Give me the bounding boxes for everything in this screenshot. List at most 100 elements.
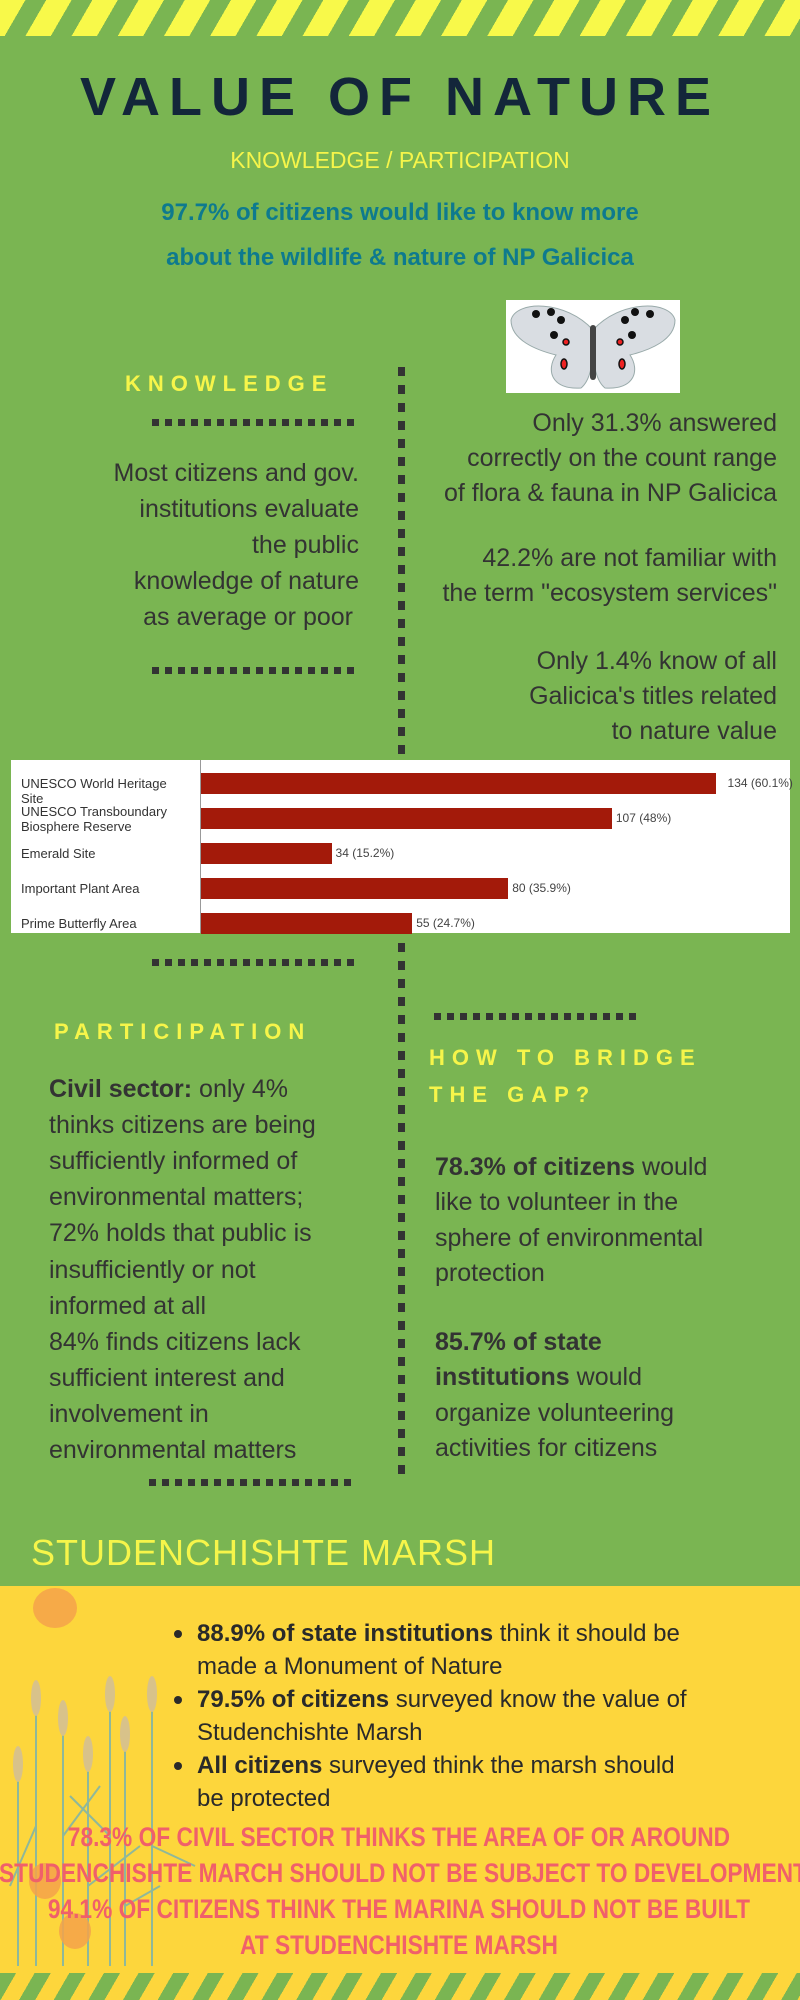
text-line: institutions evaluate bbox=[139, 495, 359, 523]
chart-bar bbox=[201, 773, 716, 794]
bottom-stripe-border bbox=[0, 1973, 800, 2000]
chart-value-label: 107 (48%) bbox=[615, 811, 672, 825]
text-line: sufficiently informed of bbox=[49, 1143, 297, 1179]
regular-text: insufficiently or not bbox=[49, 1255, 256, 1284]
dotted-divider bbox=[152, 419, 360, 426]
text-line: thinks citizens are being bbox=[49, 1107, 316, 1143]
text-line: 85.7% of state bbox=[435, 1324, 602, 1360]
regular-text: informed at all bbox=[49, 1291, 207, 1320]
bridge-heading-line-1: HOW TO BRIDGE bbox=[429, 1045, 702, 1070]
bullet-item-continued: be protected bbox=[197, 1785, 331, 1812]
regular-text: thinks citizens are being bbox=[49, 1111, 316, 1140]
regular-text: surveyed know the value of bbox=[389, 1686, 687, 1713]
regular-text: sufficient interest and bbox=[49, 1363, 285, 1392]
chart-category-label: Prime Butterfly Area bbox=[21, 916, 137, 931]
bold-text: 88.9% of state institutions bbox=[197, 1620, 494, 1647]
bullet-item: 88.9% of state institutions think it sho… bbox=[197, 1617, 680, 1650]
text-line: knowledge of nature bbox=[133, 567, 359, 595]
bullet-icon bbox=[174, 1630, 182, 1638]
knowledge-heading: KNOWLEDGE bbox=[125, 371, 334, 396]
chart-category-label: UNESCO World Heritage Site bbox=[21, 776, 167, 806]
text-line: Only 31.3% answered bbox=[532, 409, 777, 437]
text-line: of flora & fauna in NP Galicica bbox=[443, 479, 777, 507]
text-line: Most citizens and gov. bbox=[113, 459, 359, 487]
text-line: the public bbox=[251, 531, 359, 559]
text-line: Only 1.4% know of all bbox=[536, 647, 777, 675]
bold-text: 78.3% of citizens bbox=[435, 1153, 636, 1181]
bridge-heading-line-2: THE GAP? bbox=[429, 1082, 597, 1107]
regular-text: activities for citizens bbox=[435, 1434, 658, 1462]
bullet-item: 79.5% of citizens surveyed know the valu… bbox=[197, 1683, 687, 1716]
chart-value-label: 55 (24.7%) bbox=[416, 916, 475, 930]
bullet-icon bbox=[174, 1762, 182, 1770]
text-line: environmental matters; bbox=[49, 1179, 303, 1215]
regular-text: sufficiently informed of bbox=[49, 1147, 298, 1176]
regular-text: sphere of environmental bbox=[435, 1224, 704, 1252]
text-line: protection bbox=[435, 1255, 545, 1291]
text-line: 84% finds citizens lack bbox=[49, 1324, 301, 1360]
participation-heading: PARTICIPATION bbox=[54, 1019, 312, 1044]
text-line: insufficiently or not bbox=[49, 1252, 256, 1288]
dotted-divider bbox=[152, 667, 360, 674]
text-line: involvement in bbox=[49, 1396, 209, 1432]
marsh-section bbox=[0, 1586, 800, 1973]
lead-line-2: about the wildlife & nature of NP Galici… bbox=[166, 244, 634, 271]
text-line: 42.2% are not familiar with bbox=[482, 544, 777, 572]
regular-text: organize volunteering bbox=[435, 1399, 675, 1427]
text-line: informed at all bbox=[49, 1288, 206, 1324]
text-line: institutions would bbox=[435, 1359, 642, 1395]
bullet-item: All citizens surveyed think the marsh sh… bbox=[197, 1749, 675, 1782]
regular-text: environmental matters bbox=[49, 1436, 297, 1464]
chart-bar bbox=[201, 808, 612, 829]
regular-text: environmental matters; bbox=[49, 1183, 304, 1212]
regular-text: 72% holds that public is bbox=[49, 1219, 312, 1248]
chart-axis bbox=[200, 760, 201, 933]
bullet-item-continued: Studenchishte Marsh bbox=[197, 1719, 423, 1746]
bold-text: 85.7% of state bbox=[435, 1328, 602, 1356]
reeds-birds-illustration bbox=[9, 1588, 196, 1966]
lead-line-1: 97.7% of citizens would like to know mor… bbox=[161, 199, 639, 226]
page-subtitle: KNOWLEDGE / PARTICIPATION bbox=[230, 147, 570, 173]
titles-bar-chart: UNESCO World Heritage Site 134 (60.1%) UNE… bbox=[11, 760, 793, 934]
bullet-icon bbox=[174, 1696, 182, 1704]
text-line: sufficient interest and bbox=[49, 1360, 285, 1396]
text-line: Galicica's titles related bbox=[529, 682, 777, 710]
text-line: 78.3% of citizens would bbox=[435, 1149, 707, 1185]
chart-category-label: Important Plant Area bbox=[21, 881, 140, 896]
highlight-line: AT STUDENCHISHTE MARSH bbox=[240, 1930, 558, 1960]
regular-text: would bbox=[635, 1153, 708, 1181]
text-line: sphere of environmental bbox=[435, 1220, 703, 1256]
bullet-item-continued: made a Monument of Nature bbox=[197, 1653, 503, 1680]
chart-value-label: 80 (35.9%) bbox=[512, 881, 571, 895]
marsh-heading: STUDENCHISHTE MARSH bbox=[31, 1532, 497, 1573]
text-line: the term "ecosystem services" bbox=[442, 579, 777, 607]
chart-category-label: UNESCO Transboundary Biosphere Reserve bbox=[21, 804, 167, 834]
page-title: VALUE OF NATURE bbox=[80, 67, 720, 127]
text-line: environmental matters bbox=[49, 1432, 296, 1468]
regular-text: protection bbox=[435, 1259, 545, 1287]
top-stripe-border bbox=[0, 0, 800, 36]
text-line: organize volunteering bbox=[435, 1395, 674, 1431]
chart-bar bbox=[201, 843, 332, 864]
regular-text: 84% finds citizens lack bbox=[49, 1327, 301, 1356]
regular-text: would bbox=[569, 1363, 642, 1391]
dotted-divider bbox=[149, 1479, 357, 1486]
text-line: to nature value bbox=[611, 717, 777, 745]
regular-text: surveyed think the marsh should bbox=[322, 1752, 675, 1779]
highlight-line: 94.1% OF CITIZENS THINK THE MARINA SHOUL… bbox=[47, 1894, 751, 1924]
text-line: like to volunteer in the bbox=[435, 1184, 678, 1220]
bold-text: All citizens bbox=[197, 1752, 323, 1779]
text-line: activities for citizens bbox=[435, 1430, 657, 1466]
highlight-line: STUDENCHISHTE MARCH SHOULD NOT BE SUBJEC… bbox=[0, 1858, 800, 1888]
chart-value-label: 134 (60.1%) bbox=[727, 776, 793, 790]
text-line: 72% holds that public is bbox=[49, 1215, 312, 1251]
regular-text: only 4% bbox=[192, 1075, 288, 1103]
highlight-line: 78.3% OF CIVIL SECTOR THINKS THE AREA OF… bbox=[67, 1822, 731, 1852]
chart-value-label: 34 (15.2%) bbox=[335, 846, 395, 860]
text-line: correctly on the count range bbox=[467, 444, 777, 472]
text-line: as average or poor bbox=[143, 603, 353, 631]
regular-text: like to volunteer in the bbox=[435, 1188, 679, 1216]
dotted-divider bbox=[434, 1013, 642, 1020]
dotted-divider bbox=[152, 959, 360, 966]
chart-bar bbox=[201, 913, 413, 934]
